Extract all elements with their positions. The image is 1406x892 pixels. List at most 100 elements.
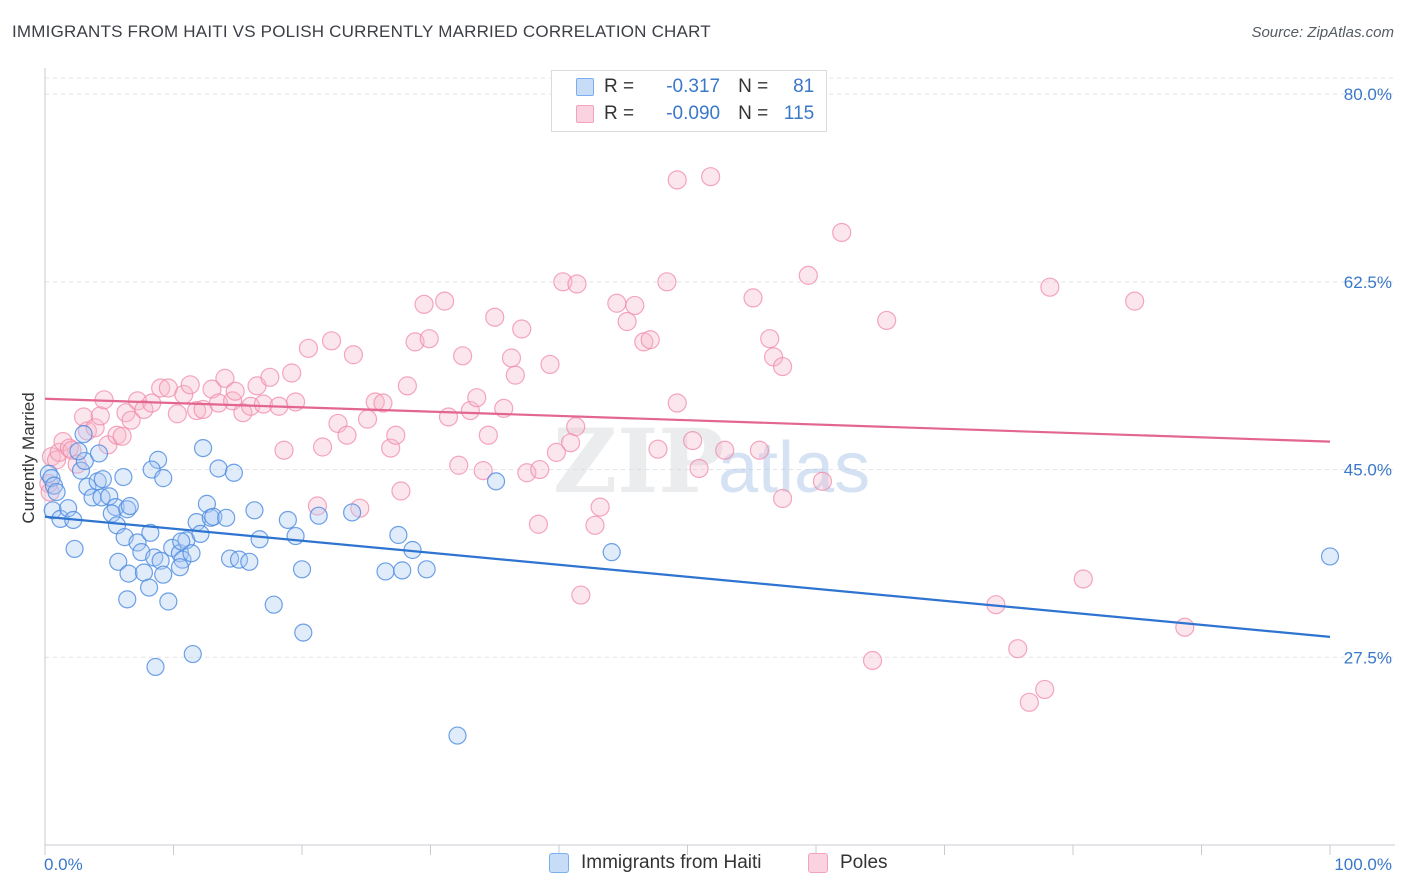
poles-point xyxy=(667,170,687,190)
legend-swatch-haiti xyxy=(549,853,569,873)
haiti-point xyxy=(93,470,112,489)
poles-point xyxy=(607,293,627,313)
haiti-point xyxy=(146,657,165,677)
chart-title: IMMIGRANTS FROM HAITI VS POLISH CURRENTL… xyxy=(12,22,711,41)
haiti-point xyxy=(183,644,202,664)
haiti-point xyxy=(59,499,78,518)
haiti-point xyxy=(343,503,362,522)
poles-point xyxy=(274,440,294,460)
poles-point xyxy=(1035,679,1055,700)
poles-point xyxy=(307,496,328,516)
poles-point xyxy=(772,356,793,377)
haiti-point xyxy=(286,526,305,546)
poles-point xyxy=(260,367,280,387)
haiti-point xyxy=(109,552,128,571)
poles-point xyxy=(134,399,154,420)
haiti-point xyxy=(151,551,170,570)
poles-point xyxy=(812,471,833,491)
haiti-point xyxy=(182,544,201,563)
haiti-point xyxy=(154,565,173,584)
poles-point xyxy=(571,585,591,605)
poles-point xyxy=(540,354,560,375)
poles-point xyxy=(391,481,411,501)
haiti-point xyxy=(65,539,84,559)
poles-point xyxy=(485,307,505,327)
x-tick-label: 100.0% xyxy=(1334,855,1392,874)
watermark-zip: ZIP xyxy=(553,409,725,513)
poles-point xyxy=(85,418,105,438)
haiti-point xyxy=(118,590,137,609)
poles-point xyxy=(435,291,455,311)
poles-point xyxy=(862,650,883,671)
poles-point xyxy=(1125,291,1145,311)
legend-r-label: R = xyxy=(604,103,635,124)
legend-swatch-haiti xyxy=(576,78,594,96)
poles-point xyxy=(657,272,677,292)
poles-point xyxy=(648,439,668,459)
poles-point xyxy=(282,363,302,383)
poles-point xyxy=(215,368,235,388)
poles-point xyxy=(553,272,573,292)
poles-point xyxy=(321,331,342,351)
poles-point xyxy=(1040,277,1060,297)
legend-r-label: R = xyxy=(604,76,635,97)
haiti-point xyxy=(309,506,328,525)
series-legend: Immigrants from Haiti Poles xyxy=(0,852,1406,878)
haiti-point xyxy=(1320,547,1340,566)
poles-point xyxy=(1019,692,1039,712)
haiti-point xyxy=(294,623,313,642)
legend-item-poles[interactable]: Poles xyxy=(808,852,888,874)
poles-point xyxy=(585,515,605,535)
haiti-point xyxy=(204,507,223,526)
legend-item-haiti[interactable]: Immigrants from Haiti xyxy=(549,852,762,874)
haiti-point xyxy=(172,532,191,551)
poles-point xyxy=(373,393,393,413)
poles-point xyxy=(501,348,522,368)
haiti-point xyxy=(224,463,243,482)
haiti-point xyxy=(602,543,621,562)
haiti-point xyxy=(148,450,168,469)
haiti-point xyxy=(448,726,467,745)
poles-point xyxy=(467,388,487,408)
poles-point xyxy=(546,442,567,462)
poles-point xyxy=(386,425,406,445)
haiti-point xyxy=(120,496,139,516)
haiti-point xyxy=(417,560,436,579)
poles-point xyxy=(701,167,721,187)
haiti-point xyxy=(118,500,137,519)
poles-point xyxy=(151,378,171,398)
poles-point xyxy=(617,311,637,332)
poles-point xyxy=(419,329,439,349)
legend-label-haiti: Immigrants from Haiti xyxy=(581,852,762,873)
poles-point xyxy=(112,426,132,446)
poles-point xyxy=(772,488,793,509)
haiti-point xyxy=(74,425,93,444)
poles-point xyxy=(743,288,763,308)
poles-point xyxy=(357,409,378,429)
poles-point xyxy=(121,410,141,430)
haiti-point xyxy=(278,510,297,530)
y-tick-label: 80.0% xyxy=(1344,85,1392,104)
poles-point xyxy=(832,222,852,243)
poles-point xyxy=(689,458,709,479)
series-haiti xyxy=(39,425,1340,745)
haiti-point xyxy=(486,472,506,491)
haiti-point xyxy=(89,444,109,463)
y-tick-label: 27.5% xyxy=(1344,648,1392,667)
haiti-point xyxy=(389,525,408,545)
haiti-point xyxy=(170,558,190,577)
haiti-point xyxy=(134,563,154,582)
haiti-point xyxy=(240,552,259,571)
y-tick-label: 45.0% xyxy=(1344,461,1392,480)
poles-point xyxy=(167,404,187,424)
poles-point xyxy=(202,379,222,399)
poles-point xyxy=(225,381,245,401)
haiti-point xyxy=(92,488,111,507)
poles-point xyxy=(640,330,660,350)
haiti-point xyxy=(159,592,178,611)
poles-point xyxy=(798,265,818,285)
poles-point xyxy=(749,440,770,460)
poles-point xyxy=(625,295,645,316)
poles-point xyxy=(438,407,459,427)
y-tick-label: 62.5% xyxy=(1344,273,1392,292)
